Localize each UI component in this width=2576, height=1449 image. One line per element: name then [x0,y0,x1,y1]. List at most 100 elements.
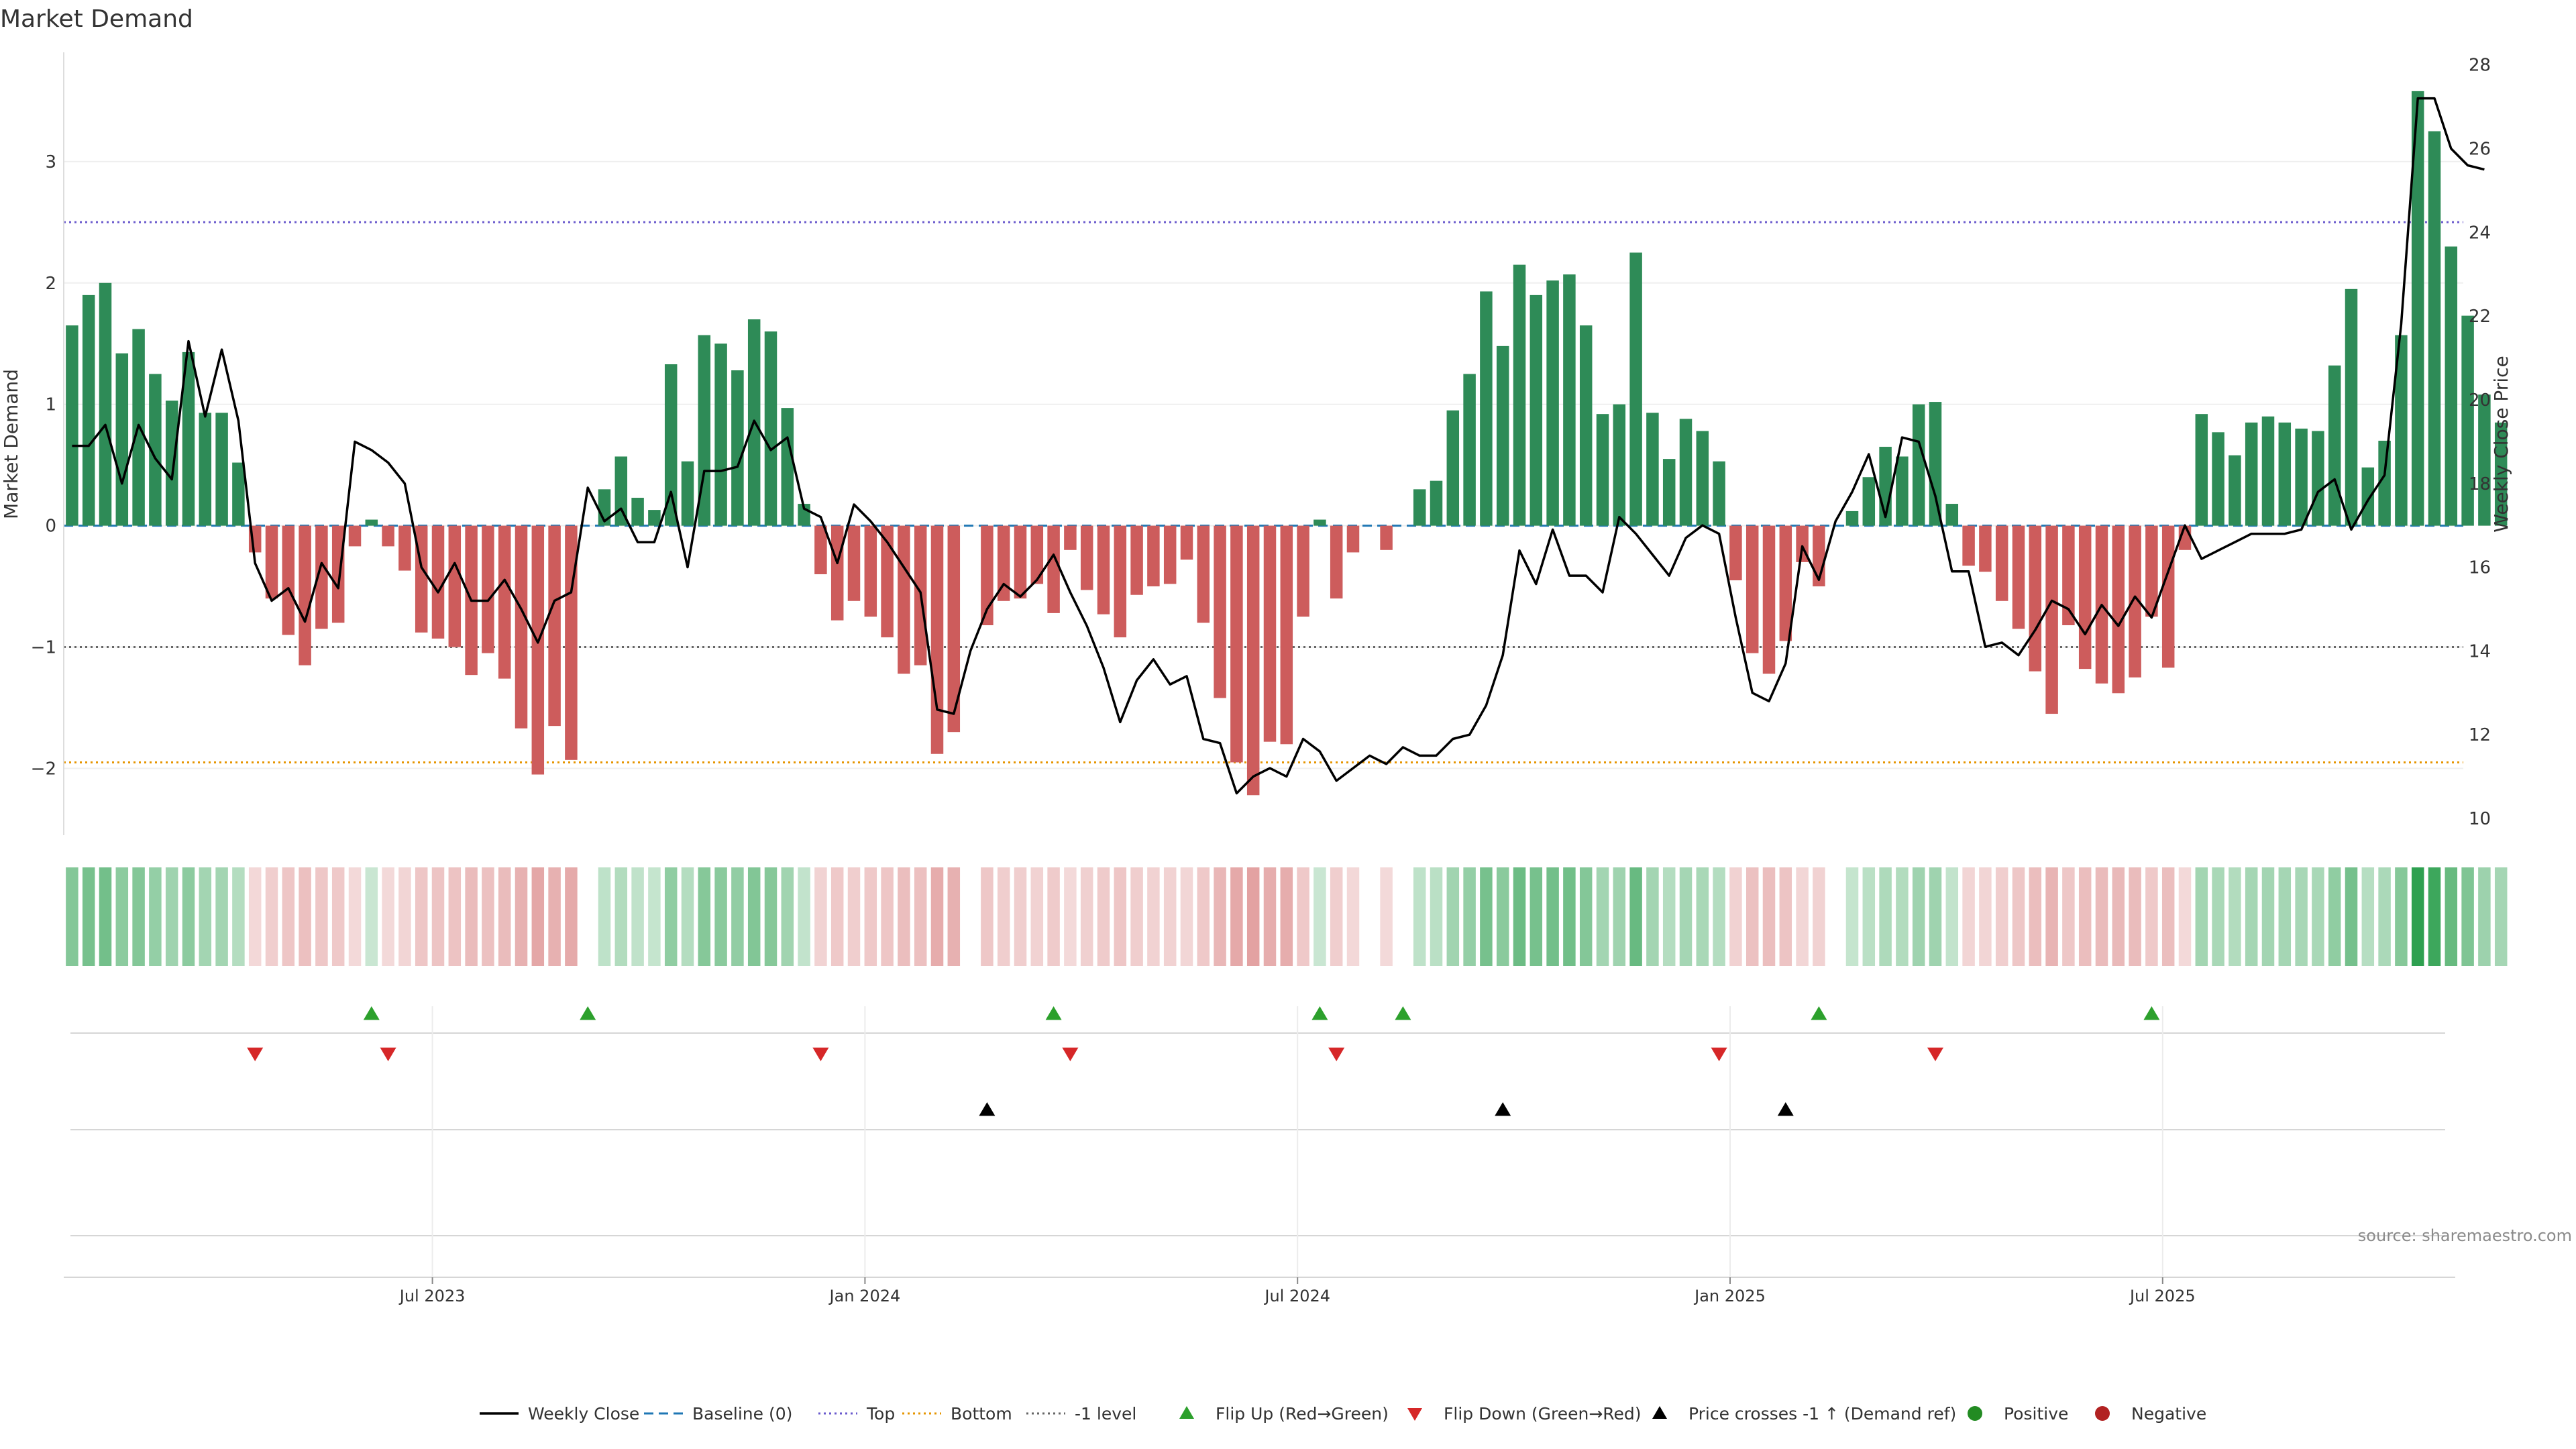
heat-cell [2062,867,2075,966]
y-axis-label-left: Market Demand [0,369,22,519]
heat-cell [1346,867,1360,966]
heat-cell [2478,867,2491,966]
heat-cell [2029,867,2042,966]
legend-item-minus-one: -1 level [1026,1404,1136,1424]
demand-bar [565,525,578,760]
demand-bar [482,525,494,653]
heat-cell [365,867,378,966]
flip-up-marker [1811,1006,1827,1020]
demand-bar [2361,467,2375,526]
heat-cell [764,867,777,966]
demand-bar [731,370,744,526]
demand-bar [348,525,362,547]
heat-cell [1862,867,1876,966]
demand-bar [1696,431,1709,526]
demand-bar [781,408,794,526]
demand-bar [1979,525,1992,572]
x-tick-label: Jan 2025 [1693,1287,1766,1305]
y-tick-label-right: 24 [2469,223,2491,243]
heat-cell [498,867,511,966]
demand-bar [398,525,411,571]
demand-bar [1214,525,1226,698]
demand-bar [1995,525,2008,601]
heat-cell [1845,867,1859,966]
price-cross-marker [1495,1102,1511,1116]
demand-bars [66,91,2508,796]
heat-cell [2312,867,2324,966]
legend-swatch [1407,1408,1422,1421]
y-tick-label-left: 1 [45,395,56,415]
flip-down-marker [812,1047,829,1061]
demand-bar [2312,431,2324,526]
heat-cell [1646,867,1659,966]
demand-bar [864,525,877,617]
y-tick-label-right: 28 [2469,56,2491,76]
heat-cell [2178,867,2192,966]
y-tick-label-right: 18 [2469,474,2491,494]
heat-cell [2295,867,2308,966]
demand-bar [448,525,462,647]
heat-cell [2494,867,2508,966]
heat-cell [2261,867,2275,966]
heat-cell [1413,867,1426,966]
heat-cell [1779,867,1792,966]
heat-cell [1729,867,1742,966]
legend-label: Baseline (0) [692,1404,792,1424]
demand-bar [2062,525,2075,625]
heat-cell [1896,867,1909,966]
demand-bar [681,461,694,526]
legend-label: Negative [2131,1404,2206,1424]
heat-cell [2161,867,2175,966]
heat-cell [864,867,877,966]
heat-cell [1097,867,1110,966]
demand-bar [115,353,129,526]
demand-bar [1114,525,1127,638]
y-tick-label-right: 20 [2469,390,2491,411]
legend-label: Price crosses -1 ↑ (Demand ref) [1688,1404,1956,1424]
heat-cell [482,867,494,966]
demand-bar [215,413,228,526]
demand-bar [1064,525,1077,550]
legend-swatch [2095,1406,2110,1421]
demand-bar [1080,525,1093,590]
demand-bar [498,525,511,679]
demand-bar [1513,264,1526,526]
demand-bar [2378,440,2391,526]
demand-bar [1496,345,1509,526]
demand-bar [830,525,844,621]
demand-bar [282,525,295,635]
price-line-layer [72,97,2485,795]
demand-bar [1713,461,1725,526]
x-tick-label: Jul 2025 [2129,1287,2196,1305]
demand-bar [1563,274,1576,526]
legend-label: Top [866,1404,895,1424]
heat-cell [1480,867,1493,966]
demand-bar [82,294,95,526]
flip-down-marker [380,1047,396,1061]
demand-bar [1330,525,1343,599]
heat-cell [2278,867,2292,966]
demand-bar [1962,525,1975,566]
heat-cell [1596,867,1609,966]
flip-up-marker [1045,1006,1062,1020]
heat-cell [415,867,428,966]
heat-cell [2445,867,2458,966]
heat-cell [265,867,278,966]
legend-item-negative: Negative [2095,1404,2206,1424]
heat-cell [515,867,528,966]
flip-up-marker [1311,1006,1328,1020]
heat-cell [1579,867,1593,966]
legend-label: Weekly Close [528,1404,639,1424]
demand-bar [1346,525,1360,553]
demand-bar [2411,91,2424,526]
flip-up-marker [580,1006,596,1020]
demand-bar [2145,525,2158,617]
demand-bar [1646,413,1659,526]
y-tick-label-right: 16 [2469,558,2491,578]
heat-cell [149,867,162,966]
legend-label: -1 level [1075,1404,1136,1424]
heat-cell [747,867,761,966]
demand-bar [1662,459,1676,526]
heat-cell [1629,867,1642,966]
demand-bar [331,525,345,623]
